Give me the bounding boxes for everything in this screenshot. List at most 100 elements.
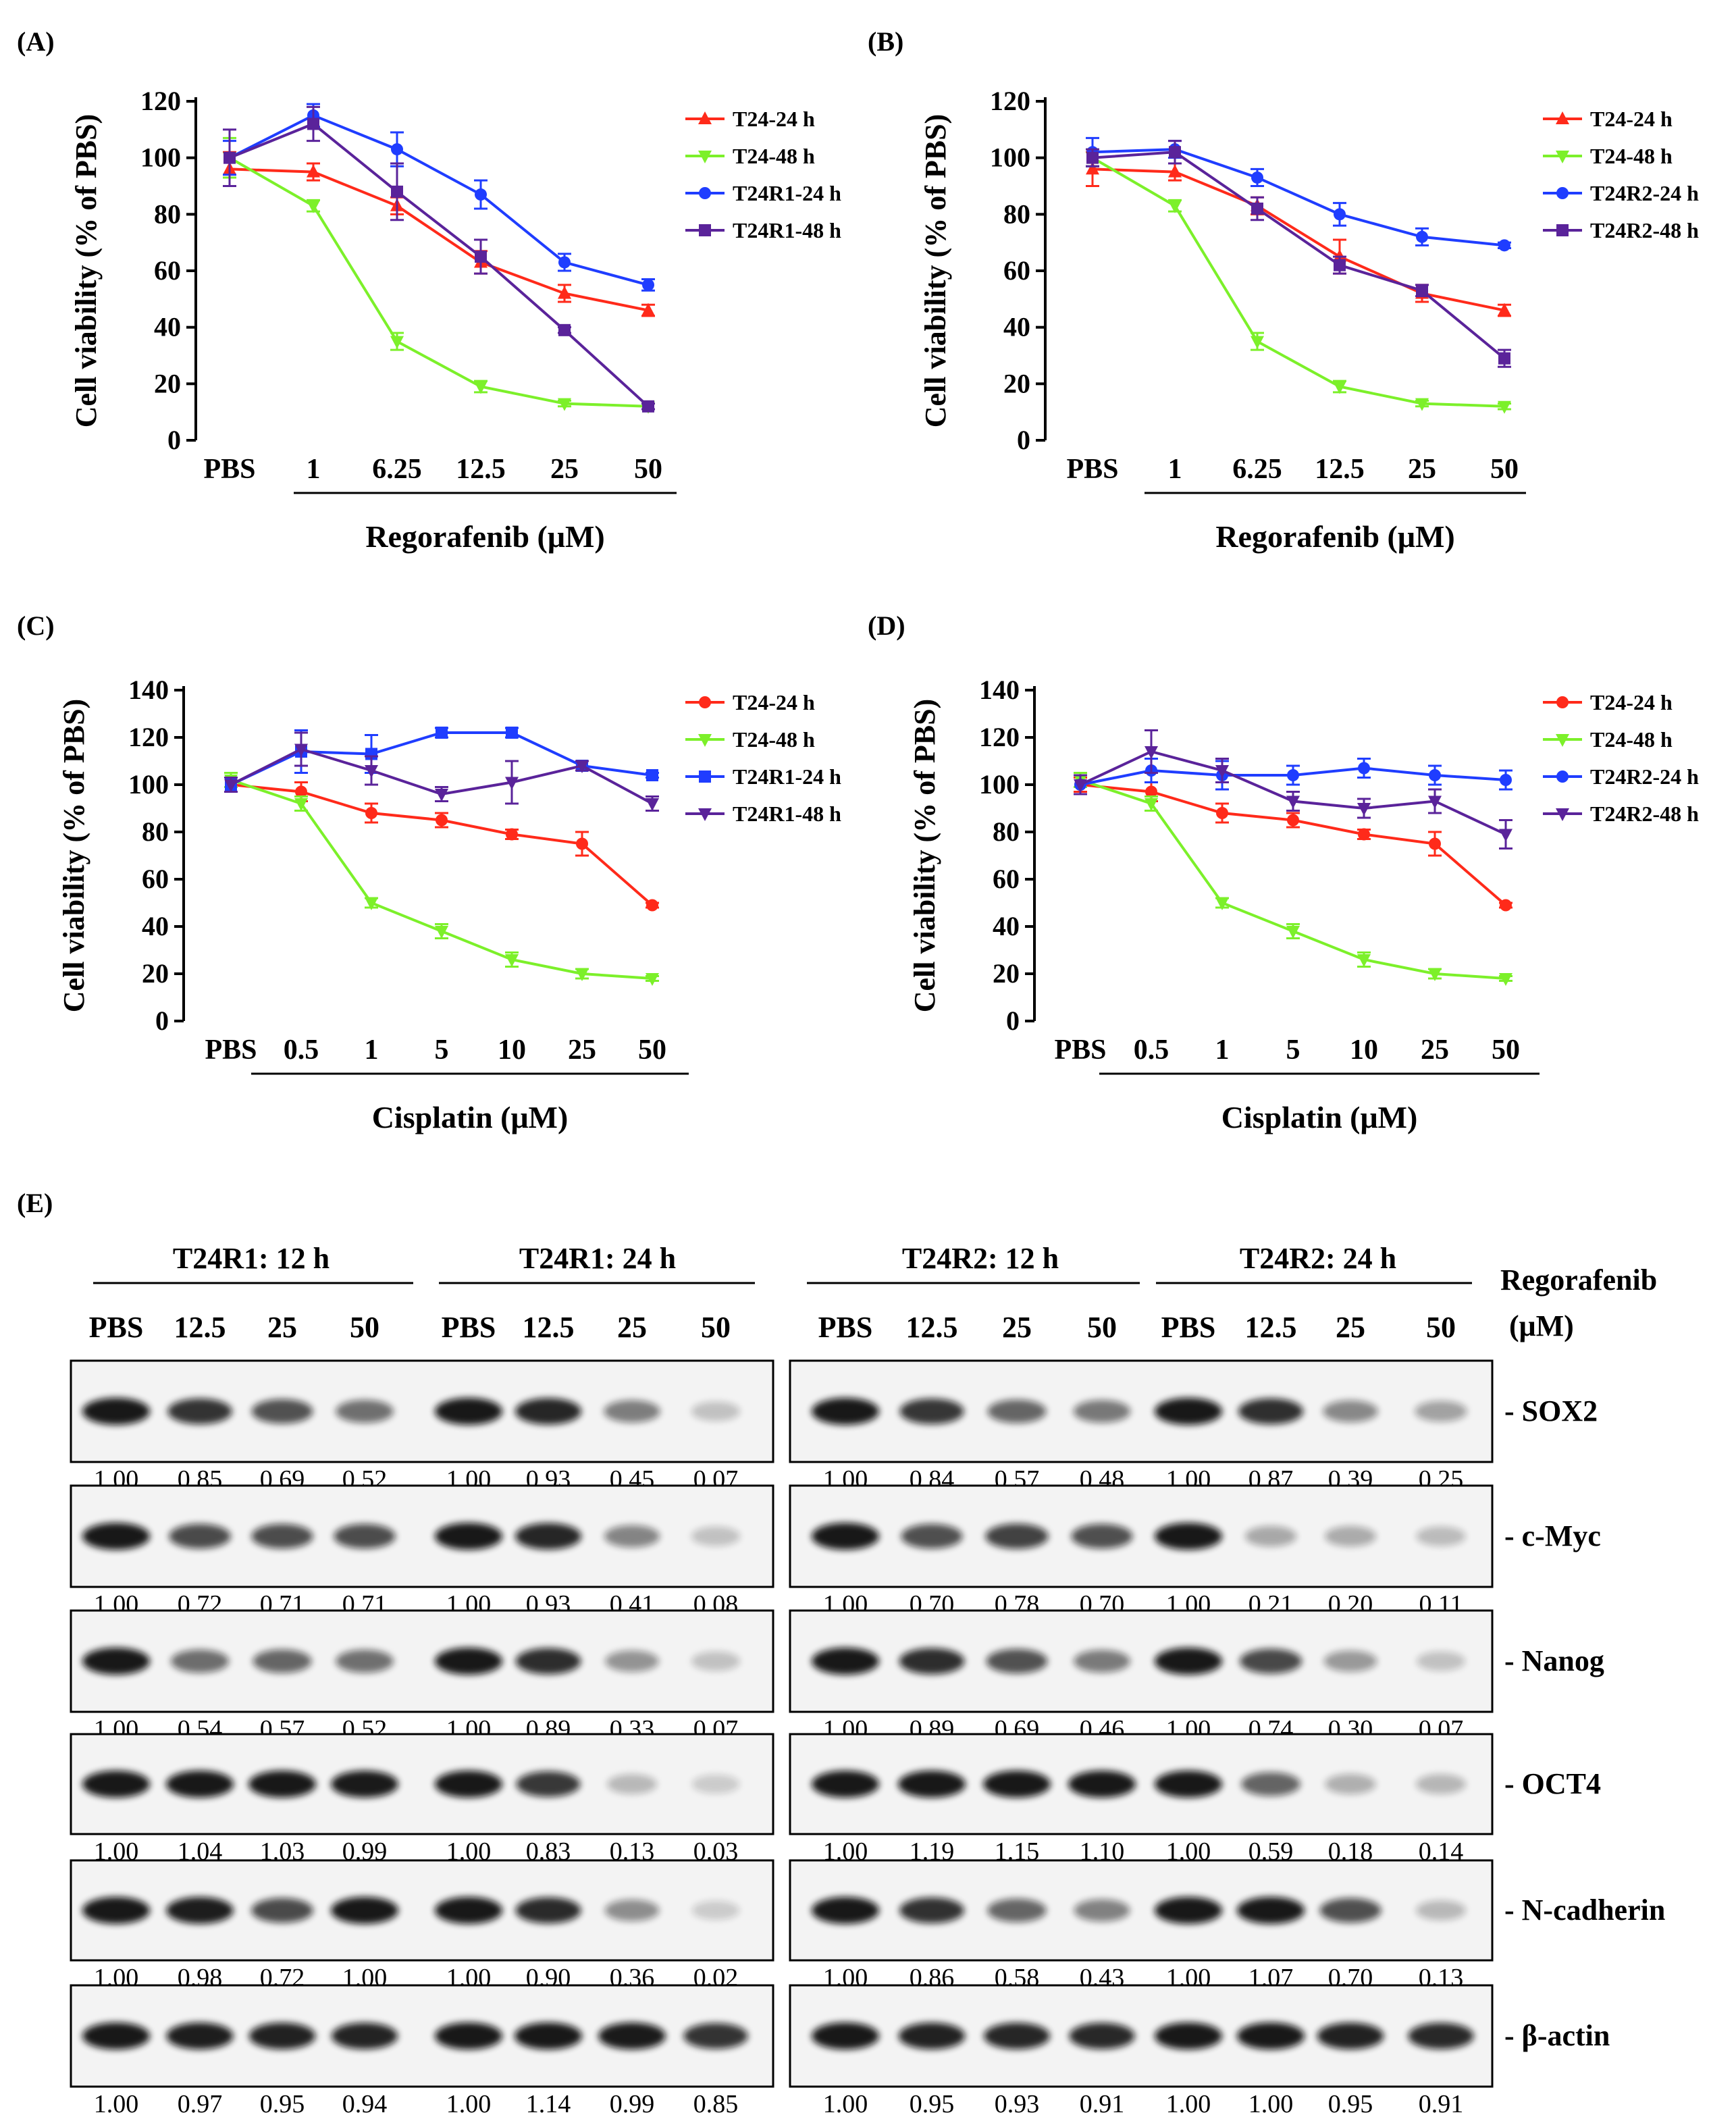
blot-band bbox=[336, 1649, 394, 1673]
data-point bbox=[1334, 259, 1346, 271]
x-tick-label: 50 bbox=[1492, 1035, 1520, 1066]
x-tick-label: 6.25 bbox=[1232, 454, 1282, 485]
group-header: T24R2: 24 h bbox=[1240, 1242, 1396, 1275]
legend-marker bbox=[698, 734, 712, 747]
data-point bbox=[391, 185, 403, 198]
blot-band bbox=[1073, 1400, 1131, 1423]
blot-membrane bbox=[789, 1609, 1494, 1713]
blot-band bbox=[251, 1898, 313, 1923]
blot-band bbox=[812, 2022, 879, 2049]
legend-marker bbox=[1556, 696, 1569, 708]
data-point bbox=[1168, 200, 1182, 213]
x-axis-label: Regorafenib (μM) bbox=[365, 519, 604, 554]
lane-label: 25 bbox=[617, 1311, 647, 1344]
data-point bbox=[558, 286, 571, 299]
data-point bbox=[1357, 803, 1371, 816]
y-tick-label: 100 bbox=[979, 769, 1020, 800]
blot-band bbox=[82, 1398, 150, 1425]
legend-marker bbox=[1556, 187, 1569, 199]
blot-membrane bbox=[789, 1359, 1494, 1463]
blot-band bbox=[1237, 2022, 1305, 2049]
legend-label: T24-48 h bbox=[1590, 144, 1673, 168]
y-tick-label: 0 bbox=[1017, 425, 1030, 455]
data-point bbox=[505, 777, 519, 790]
x-tick-label: 10 bbox=[498, 1035, 526, 1066]
blot-band bbox=[435, 1771, 502, 1798]
series-line bbox=[1092, 167, 1505, 312]
lane-label: 12.5 bbox=[523, 1311, 575, 1344]
x-tick-label: 5 bbox=[435, 1035, 449, 1066]
y-tick-label: 100 bbox=[128, 769, 169, 800]
blot-band bbox=[82, 1523, 150, 1550]
data-point bbox=[1287, 769, 1299, 781]
data-point bbox=[1215, 897, 1229, 910]
blot-band bbox=[169, 1523, 231, 1549]
band-value: 0.93 bbox=[995, 2090, 1040, 2117]
data-point bbox=[646, 899, 658, 912]
blot-band bbox=[604, 1400, 660, 1423]
data-point bbox=[1428, 795, 1442, 809]
blot-row-0: 1.00 0.85 0.69 0.52 1.00 0.93 0.45 0.07 1.00 0.84… bbox=[70, 1359, 1598, 1494]
data-point bbox=[1500, 899, 1512, 912]
x-tick-label: 12.5 bbox=[1315, 454, 1365, 485]
x-axis-label: Cisplatin (μM) bbox=[372, 1100, 569, 1134]
blot-band bbox=[1241, 1772, 1300, 1796]
data-point bbox=[646, 798, 659, 811]
lane-label: 12.5 bbox=[174, 1311, 226, 1344]
y-tick-label: 40 bbox=[1003, 312, 1030, 342]
x-tick-label: 5 bbox=[1286, 1035, 1300, 1066]
blot-band bbox=[984, 2022, 1050, 2049]
blot-band bbox=[82, 2022, 150, 2049]
blot-band bbox=[899, 1897, 964, 1924]
y-tick-label: 20 bbox=[1003, 368, 1030, 398]
data-point bbox=[558, 398, 571, 411]
data-point bbox=[475, 251, 487, 263]
band-value: 1.00 bbox=[446, 2090, 492, 2117]
protein-label: - β-actin bbox=[1504, 2019, 1610, 2052]
blot-band bbox=[607, 1774, 657, 1794]
data-point bbox=[1216, 807, 1228, 819]
blot-band bbox=[604, 1899, 660, 1922]
data-point bbox=[1429, 769, 1441, 781]
protein-label: - N-cadherin bbox=[1504, 1893, 1665, 1927]
blot-band bbox=[691, 1401, 741, 1421]
data-point bbox=[307, 200, 320, 213]
band-value: 1.00 bbox=[1248, 2090, 1294, 2117]
y-tick-label: 80 bbox=[142, 816, 169, 847]
lane-label: 12.5 bbox=[1245, 1311, 1297, 1344]
series-0: T24-24 h bbox=[224, 690, 815, 912]
data-point bbox=[436, 727, 448, 739]
blot-band bbox=[812, 1398, 879, 1425]
blot-band bbox=[166, 1897, 234, 1924]
blot-band bbox=[435, 1523, 502, 1550]
series-line bbox=[1091, 156, 1505, 408]
series-line bbox=[229, 113, 649, 286]
regorafenib-label: Regorafenib bbox=[1500, 1263, 1657, 1297]
data-point bbox=[1499, 973, 1513, 986]
y-axis-label: Cell viability (% of PBS) bbox=[919, 114, 952, 427]
legend-label: T24-48 h bbox=[1590, 727, 1673, 752]
data-point bbox=[642, 400, 654, 413]
x-axis-label: Cisplatin (μM) bbox=[1221, 1100, 1418, 1134]
blot-band bbox=[1416, 1526, 1466, 1546]
band-value: 0.95 bbox=[910, 2090, 955, 2117]
data-point bbox=[506, 828, 518, 841]
series-2: T24R2-24 h bbox=[1074, 758, 1699, 795]
blot-band bbox=[898, 1771, 966, 1798]
series-3: T24R1-48 h bbox=[223, 105, 841, 413]
data-point bbox=[575, 760, 589, 773]
data-point bbox=[1429, 837, 1441, 850]
x-tick-label: 1 bbox=[1215, 1035, 1230, 1066]
x-tick-label: PBS bbox=[205, 1035, 257, 1066]
blot-band bbox=[1239, 1648, 1303, 1674]
y-tick-label: 120 bbox=[990, 86, 1030, 116]
series-3: T24R2-48 h bbox=[1074, 729, 1699, 850]
legend-marker bbox=[699, 187, 711, 199]
data-point bbox=[307, 117, 319, 130]
blot-band bbox=[604, 1525, 660, 1548]
x-tick-label: PBS bbox=[1054, 1035, 1106, 1066]
legend-label: T24R2-48 h bbox=[1590, 218, 1699, 242]
x-axis-label: Regorafenib (μM) bbox=[1215, 519, 1454, 554]
